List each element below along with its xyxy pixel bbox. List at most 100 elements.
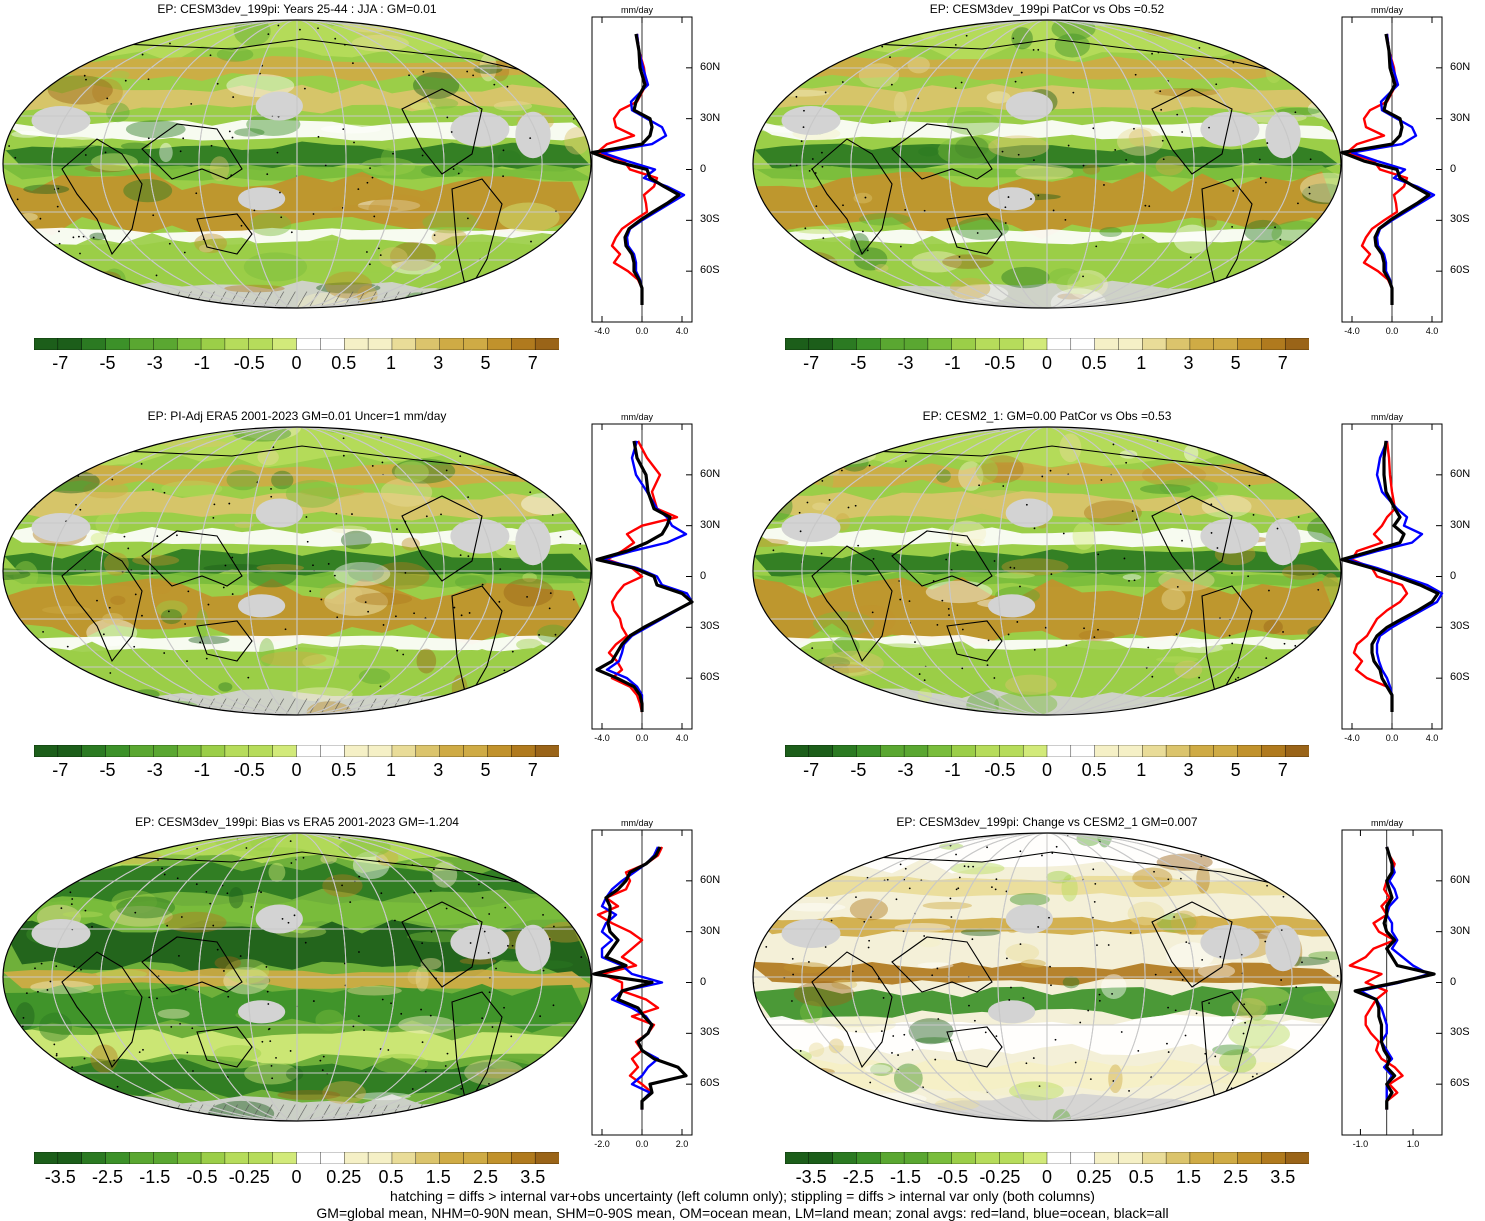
colorbar-swatch bbox=[439, 338, 465, 350]
colorbar-label: 1.5 bbox=[425, 1167, 451, 1187]
colorbar-swatch bbox=[248, 1152, 274, 1164]
precip-map bbox=[2, 426, 592, 716]
colorbar-swatch bbox=[1118, 745, 1143, 757]
colorbar-swatch bbox=[511, 1152, 536, 1164]
precip-map bbox=[752, 832, 1342, 1122]
zonal-unit-label: mm/day bbox=[620, 818, 654, 828]
colorbar-label: 7 bbox=[1277, 760, 1288, 780]
zonal-unit-label: mm/day bbox=[620, 412, 654, 422]
colorbar-label: 0.5 bbox=[331, 353, 357, 373]
colorbar-label: -7 bbox=[803, 353, 820, 373]
precip-map bbox=[752, 19, 1342, 309]
colorbar-swatch bbox=[81, 338, 107, 350]
zonal-x-tick-label: 0.0 bbox=[635, 326, 649, 336]
latitude-tick-label: 0 bbox=[1450, 975, 1457, 988]
colorbar-swatch bbox=[463, 1152, 489, 1164]
colorbar-swatch bbox=[1213, 338, 1239, 350]
colorbar-swatch bbox=[153, 338, 178, 350]
zonal-line-land bbox=[595, 33, 659, 306]
colorbar-swatch bbox=[1022, 745, 1048, 757]
colorbar-label: 0.5 bbox=[1128, 1167, 1154, 1187]
colorbar-swatch bbox=[951, 745, 977, 757]
colorbar-label: 0 bbox=[291, 760, 302, 780]
latitude-tick-label: 30N bbox=[1450, 111, 1471, 124]
colorbar-swatch bbox=[34, 1152, 59, 1164]
zonal-average-plot bbox=[591, 423, 694, 730]
zonal-unit-label: mm/day bbox=[1370, 818, 1404, 828]
colorbar-label: -5 bbox=[99, 353, 116, 373]
latitude-tick-label: 30N bbox=[700, 924, 721, 937]
footer-note-1: hatching = diffs > internal var+obs unce… bbox=[390, 1188, 1095, 1204]
zonal-line-ocean bbox=[600, 846, 664, 1110]
colorbar-swatch bbox=[200, 338, 226, 350]
footer-note-2: GM=global mean, NHM=0-90N mean, SHM=0-90… bbox=[316, 1205, 1169, 1221]
panel-title: EP: PI-Adj ERA5 2001-2023 GM=0.01 Uncer=… bbox=[147, 409, 447, 423]
colorbar-swatch bbox=[391, 1152, 417, 1164]
colorbar-swatch bbox=[927, 338, 953, 350]
colorbar-swatch bbox=[415, 338, 441, 350]
colorbar-label: -2.5 bbox=[842, 1167, 874, 1187]
precip-map bbox=[2, 19, 592, 309]
zonal-line-ocean bbox=[1345, 440, 1444, 713]
colorbar-swatch bbox=[463, 338, 489, 350]
zonal-average-plot bbox=[1340, 16, 1443, 323]
colorbar-label: 3 bbox=[1183, 760, 1194, 780]
zonal-x-tick-label: 2.0 bbox=[675, 1139, 689, 1149]
colorbar-label: 0.5 bbox=[378, 1167, 404, 1187]
colorbar-label: 1 bbox=[385, 760, 397, 780]
latitude-tick-label: 30N bbox=[700, 518, 721, 531]
colorbar-swatch bbox=[903, 338, 929, 350]
zonal-x-tick-label: 1.0 bbox=[1406, 1139, 1420, 1149]
zonal-line-all bbox=[1353, 846, 1436, 1110]
colorbar-swatch bbox=[487, 745, 512, 757]
colorbar-swatch bbox=[176, 338, 202, 350]
zonal-x-tick-label: -1.0 bbox=[1352, 1139, 1369, 1149]
latitude-tick-label: 60S bbox=[700, 671, 720, 684]
colorbar-label: 5 bbox=[480, 353, 491, 373]
colorbar-swatch bbox=[1237, 745, 1263, 757]
colorbar-label: 1 bbox=[1136, 760, 1147, 780]
colorbar-swatch bbox=[511, 338, 536, 350]
colorbar-swatch bbox=[1189, 745, 1215, 757]
colorbar-label: -5 bbox=[850, 760, 867, 780]
colorbar-swatch bbox=[153, 1152, 178, 1164]
precip-map bbox=[752, 426, 1342, 716]
colorbar bbox=[785, 1152, 1309, 1164]
colorbar-label: 5 bbox=[1230, 353, 1241, 373]
colorbar bbox=[34, 338, 559, 350]
colorbar-swatch bbox=[1237, 338, 1263, 350]
colorbar-swatch bbox=[391, 745, 417, 757]
zonal-unit-label: mm/day bbox=[620, 5, 654, 15]
colorbar-swatch bbox=[808, 338, 834, 350]
colorbar-swatch bbox=[200, 1152, 226, 1164]
colorbar-swatch bbox=[81, 745, 107, 757]
colorbar-label: -3 bbox=[897, 353, 914, 373]
colorbar-swatch bbox=[856, 745, 881, 757]
latitude-tick-label: 30N bbox=[1450, 924, 1471, 937]
colorbar-swatch bbox=[880, 1152, 905, 1164]
zonal-line-land bbox=[1348, 846, 1404, 1110]
colorbar-label: 5 bbox=[480, 760, 491, 780]
colorbar-swatch bbox=[296, 745, 322, 757]
colorbar-swatch bbox=[975, 745, 1001, 757]
latitude-tick-label: 30S bbox=[1450, 620, 1470, 633]
colorbar-labels: -3.5 -2.5 -1.5 -0.5 -0.25 0 0.25 0.5 1.5 2.5 3.5 bbox=[785, 1167, 1309, 1189]
colorbar-label: -2.5 bbox=[91, 1167, 124, 1187]
colorbar-swatch bbox=[1046, 1152, 1072, 1164]
colorbar-swatch bbox=[1022, 1152, 1048, 1164]
zonal-average-plot bbox=[1340, 423, 1444, 730]
colorbar-swatch bbox=[1118, 1152, 1143, 1164]
colorbar-swatch bbox=[129, 1152, 155, 1164]
colorbar-swatch bbox=[415, 745, 441, 757]
colorbar-label: -7 bbox=[803, 760, 820, 780]
colorbar-swatch bbox=[975, 338, 1001, 350]
colorbar-swatch bbox=[34, 338, 59, 350]
colorbar-swatch bbox=[1261, 745, 1286, 757]
colorbar-swatch bbox=[296, 1152, 322, 1164]
zonal-line-all bbox=[595, 440, 694, 713]
colorbar-swatch bbox=[1189, 1152, 1215, 1164]
colorbar-swatch bbox=[785, 1152, 810, 1164]
colorbar-swatch bbox=[296, 338, 322, 350]
colorbar-label: -3 bbox=[897, 760, 914, 780]
colorbar-label: 0 bbox=[291, 1167, 302, 1187]
